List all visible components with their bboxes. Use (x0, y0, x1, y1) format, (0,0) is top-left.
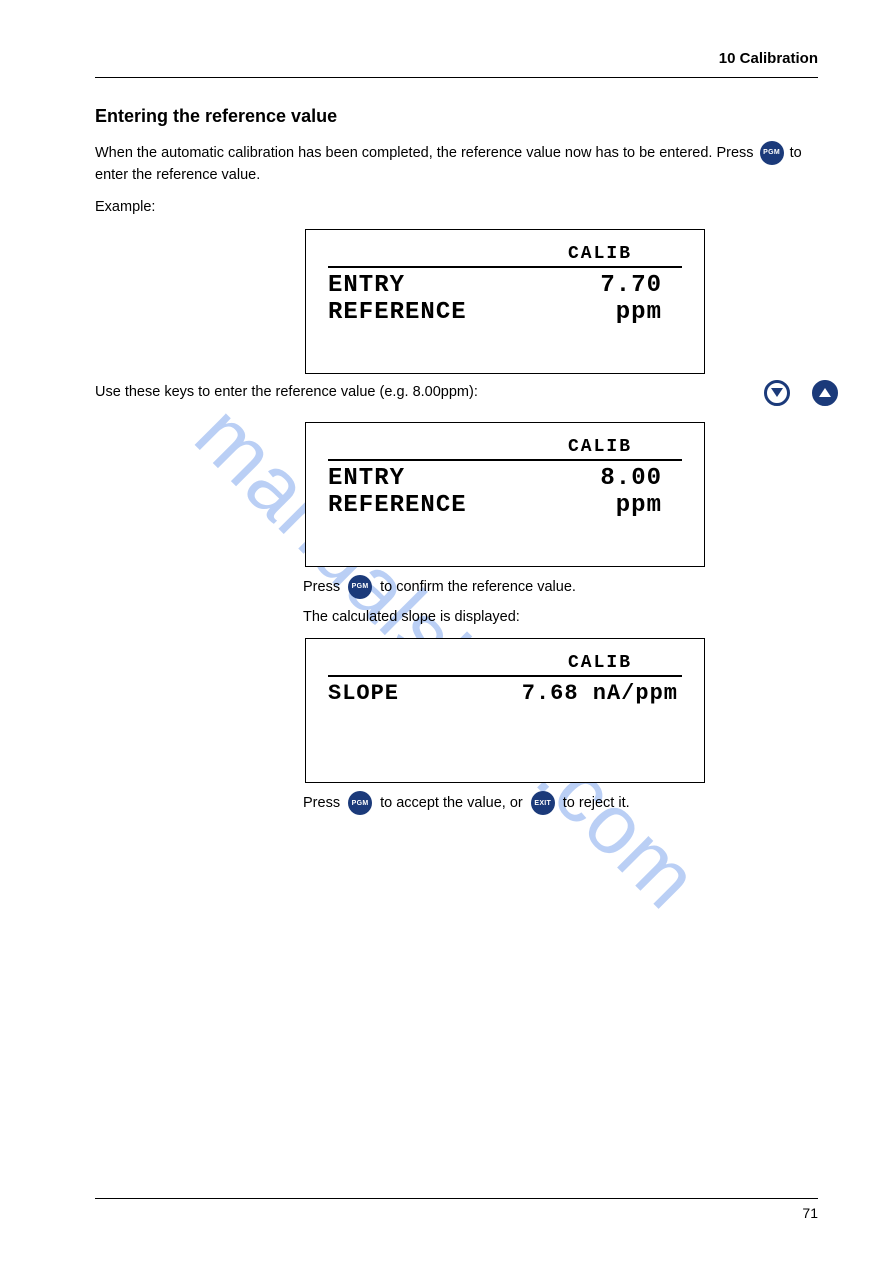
section-heading: Entering the reference value (95, 106, 818, 127)
intro-text-before: When the automatic calibration has been … (95, 145, 758, 161)
lcd3-row1-left: SLOPE (328, 681, 399, 706)
confirm-after: to confirm the reference value. (380, 579, 576, 595)
lcd3-title: CALIB (328, 653, 682, 673)
lcd-screen-3: CALIB SLOPE 7.68 nA/ppm (305, 638, 705, 783)
header-rule (95, 77, 818, 78)
pgm-icon: PGM (348, 575, 372, 599)
confirm-before: Press (303, 579, 340, 595)
example-label: Example: (95, 197, 818, 219)
slope-intro-text: The calculated slope is displayed: (303, 607, 818, 629)
page-footer: 71 (95, 1198, 818, 1221)
lcd-screen-1: CALIB ENTRY 7.70 REFERENCE ppm (305, 229, 705, 374)
lcd3-row1-right: 7.68 nA/ppm (522, 681, 682, 706)
confirm-step-line: Press PGM to confirm the reference value… (303, 575, 818, 599)
end-seg3: to reject it. (563, 795, 630, 811)
page-content: 10 Calibration Entering the reference va… (0, 0, 893, 863)
lcd3-rule (328, 675, 682, 677)
end-seg2: to accept the value, or (380, 795, 523, 811)
lcd2-row1-left: ENTRY (328, 465, 405, 493)
lcd1-rule (328, 266, 682, 268)
arrow-instruction-row: Use these keys to enter the reference va… (95, 382, 818, 414)
down-arrow-icon (764, 380, 790, 406)
end-seg1: Press (303, 795, 340, 811)
footer-rule (95, 1198, 818, 1199)
lcd1-row1-left: ENTRY (328, 272, 405, 300)
lcd1-title: CALIB (328, 244, 682, 264)
lcd2-row2-right: ppm (616, 492, 682, 520)
page-number: 71 (95, 1205, 818, 1221)
pgm-icon: PGM (348, 791, 372, 815)
header-chapter-title: 10 Calibration (95, 50, 818, 67)
exit-icon: EXIT (531, 791, 555, 815)
pgm-icon: PGM (760, 141, 784, 165)
lcd2-row1-right: 8.00 (600, 465, 682, 493)
lcd1-row2-left: REFERENCE (328, 299, 467, 327)
lcd2-row2-left: REFERENCE (328, 492, 467, 520)
lcd1-row1-right: 7.70 (600, 272, 682, 300)
lcd-screen-2: CALIB ENTRY 8.00 REFERENCE ppm (305, 422, 705, 567)
lcd2-title: CALIB (328, 437, 682, 457)
intro-paragraph: When the automatic calibration has been … (95, 141, 818, 187)
lcd2-rule (328, 459, 682, 461)
accept-reject-line: Press PGM to accept the value, or EXIT t… (303, 791, 818, 815)
arrow-instruction-text: Use these keys to enter the reference va… (95, 384, 478, 400)
up-arrow-icon (812, 380, 838, 406)
lcd1-row2-right: ppm (616, 299, 682, 327)
